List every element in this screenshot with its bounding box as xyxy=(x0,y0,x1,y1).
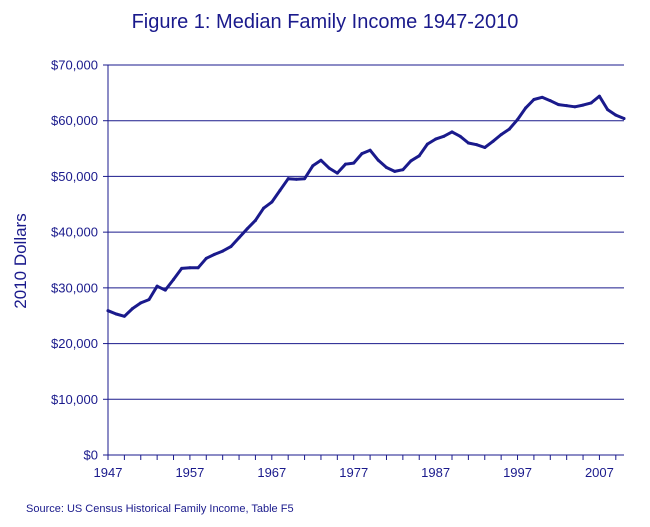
data-point-1951 xyxy=(139,301,143,305)
data-point-1991 xyxy=(466,141,470,145)
data-point-1949 xyxy=(122,314,126,318)
data-point-1969 xyxy=(286,177,290,181)
x-tick-label-0: 1947 xyxy=(94,465,123,480)
x-tick-label-2: 1967 xyxy=(257,465,286,480)
data-point-1981 xyxy=(384,166,388,170)
axes xyxy=(103,64,624,460)
data-point-1973 xyxy=(319,158,323,162)
x-tick-labels: 1947 1957 1967 1977 1987 1997 2007 xyxy=(94,465,614,480)
data-point-2002 xyxy=(556,103,560,107)
data-point-1993 xyxy=(483,145,487,149)
data-point-1987 xyxy=(434,137,438,141)
x-tick-label-3: 1977 xyxy=(339,465,368,480)
data-point-1954 xyxy=(163,288,167,292)
series-line-0 xyxy=(106,94,626,318)
data-point-2005 xyxy=(581,103,585,107)
data-point-1952 xyxy=(147,298,151,302)
data-point-1971 xyxy=(303,177,307,181)
y-tick-label-6: $60,000 xyxy=(51,113,98,128)
data-point-1962 xyxy=(229,245,233,249)
data-point-1975 xyxy=(335,171,339,175)
y-tick-label-2: $20,000 xyxy=(51,336,98,351)
gridlines xyxy=(108,64,624,400)
data-point-2010 xyxy=(622,116,626,120)
data-point-1957 xyxy=(188,266,192,270)
data-point-2008 xyxy=(606,108,610,112)
data-point-1950 xyxy=(131,306,135,310)
source-note: Source: US Census Historical Family Inco… xyxy=(26,503,294,515)
data-point-1985 xyxy=(417,154,421,158)
data-point-1988 xyxy=(442,134,446,138)
data-point-2006 xyxy=(589,101,593,105)
y-tick-label-1: $10,000 xyxy=(51,392,98,407)
data-point-1970 xyxy=(294,177,298,181)
data-point-1982 xyxy=(393,169,397,173)
y-tick-label-3: $30,000 xyxy=(51,280,98,295)
data-point-1994 xyxy=(491,139,495,143)
data-point-1955 xyxy=(172,278,176,281)
y-tick-label-5: $50,000 xyxy=(51,169,98,184)
data-point-1948 xyxy=(114,312,118,316)
data-point-1980 xyxy=(376,158,380,162)
data-point-1967 xyxy=(270,200,274,204)
data-point-1968 xyxy=(278,188,282,192)
data-point-2000 xyxy=(540,95,544,99)
data-point-1983 xyxy=(401,168,405,172)
data-point-2007 xyxy=(597,94,601,98)
y-tick-labels: $0 $10,000 $20,000 $30,000 $40,000 $50,000 $60… xyxy=(51,58,98,463)
data-point-1976 xyxy=(344,162,348,166)
data-point-1972 xyxy=(311,164,315,168)
data-point-1959 xyxy=(204,256,208,260)
data-point-1953 xyxy=(155,284,159,288)
data-point-2001 xyxy=(548,99,552,103)
data-point-2004 xyxy=(573,105,577,109)
y-tick-label-7: $70,000 xyxy=(51,58,98,73)
data-point-1964 xyxy=(245,227,249,231)
data-point-1992 xyxy=(475,143,479,147)
data-point-1998 xyxy=(524,106,528,110)
data-point-2003 xyxy=(565,104,569,108)
x-tick-label-6: 2007 xyxy=(585,465,614,480)
data-point-1995 xyxy=(499,133,503,137)
data-point-1956 xyxy=(180,266,184,270)
data-point-2009 xyxy=(614,113,618,117)
data-point-1997 xyxy=(516,118,520,122)
y-tick-label-0: $0 xyxy=(84,448,98,463)
data-point-1961 xyxy=(221,249,225,253)
y-tick-label-4: $40,000 xyxy=(51,225,98,240)
data-point-1979 xyxy=(368,148,372,152)
y-axis-label: 2010 Dollars xyxy=(11,213,30,308)
data-point-1984 xyxy=(409,159,413,163)
data-point-1963 xyxy=(237,236,241,240)
data-point-1966 xyxy=(262,206,266,210)
data-point-1999 xyxy=(532,98,536,102)
data-point-1974 xyxy=(327,166,331,170)
data-point-1977 xyxy=(352,161,356,165)
data-point-1989 xyxy=(450,130,454,134)
chart-title: Figure 1: Median Family Income 1947-2010 xyxy=(132,11,519,33)
series-group xyxy=(106,94,626,318)
data-point-1990 xyxy=(458,134,462,138)
data-point-1978 xyxy=(360,152,364,156)
x-tick-label-1: 1957 xyxy=(175,465,204,480)
data-point-1965 xyxy=(253,218,257,222)
data-point-1960 xyxy=(212,252,216,256)
x-tick-label-4: 1987 xyxy=(421,465,450,480)
x-tick-label-5: 1997 xyxy=(503,465,532,480)
data-point-1996 xyxy=(507,127,511,131)
data-point-1958 xyxy=(196,266,200,270)
data-point-1986 xyxy=(425,142,429,146)
data-point-1947 xyxy=(106,309,110,313)
